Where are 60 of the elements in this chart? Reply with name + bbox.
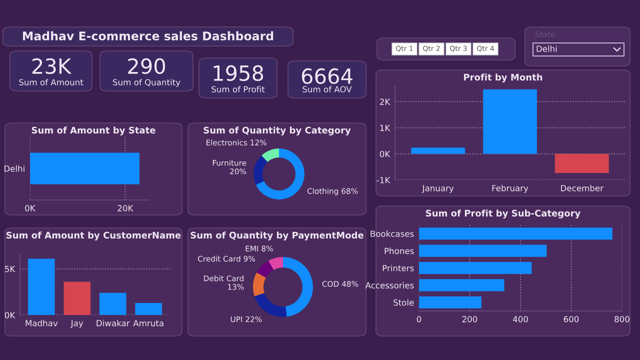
donut-slice <box>253 272 266 296</box>
x-tick-label: Madhav <box>26 320 58 326</box>
bar <box>135 303 162 315</box>
y-tick-label: 1K <box>380 124 390 131</box>
y-tick-label: Bookcases <box>370 230 414 237</box>
y-tick-label: 0K <box>380 150 390 158</box>
text: Sum of Amount <box>19 78 84 86</box>
text: Sum of Quantity <box>113 78 180 88</box>
bar <box>411 148 466 154</box>
donut-slice <box>262 148 279 162</box>
chart-title: Sum of Amount by State <box>32 126 156 136</box>
x-tick-label: Diwakar <box>96 320 130 326</box>
donut-slice <box>283 257 313 317</box>
x-tick-label: 0 <box>416 316 422 322</box>
text: Madhav E-commerce sales Dashboard <box>23 31 274 40</box>
y-tick-label: Phones <box>384 248 414 254</box>
chart-title: Sum of Amount by CustomerName <box>6 232 181 240</box>
x-tick-label: February <box>492 184 528 193</box>
x-tick-label: December <box>561 184 604 192</box>
text: Delhi <box>536 45 557 52</box>
bar <box>483 89 537 154</box>
y-tick-label: Accessories <box>365 282 414 288</box>
text: 23K <box>32 58 72 74</box>
x-tick-label: 200 <box>462 316 478 322</box>
x-tick-label: 400 <box>512 316 528 322</box>
bar <box>64 282 91 315</box>
x-tick-label: 600 <box>564 316 579 322</box>
text: 6664 <box>302 68 352 84</box>
chart-title: Sum of Profit by Sub-Category <box>426 210 580 218</box>
bar <box>28 258 55 315</box>
y-tick-label: Delhi <box>4 165 24 172</box>
text: 1958 <box>214 65 264 82</box>
x-tick-label: Jay <box>70 320 84 328</box>
x-tick-label: Amruta <box>133 320 164 326</box>
bar <box>419 244 547 257</box>
chart-title: Sum of Quantity by PaymentMode <box>190 232 364 240</box>
y-tick-label: -1K <box>376 177 390 184</box>
x-tick-label: 800 <box>614 316 630 322</box>
chart-title: Sum of Quantity by Category <box>204 126 351 136</box>
bar <box>419 228 612 240</box>
text: Sum of Profit <box>212 86 265 92</box>
bar <box>554 154 609 173</box>
donut-slice <box>256 260 274 278</box>
bar <box>419 262 532 274</box>
text: Sum of AOV <box>302 86 352 92</box>
x-tick-label: January <box>422 185 454 193</box>
y-tick-label: 5K <box>5 266 16 272</box>
donut-slice <box>254 155 268 185</box>
y-tick-label: Stole <box>394 299 414 306</box>
donut-slice <box>256 148 304 200</box>
y-tick-label: 2K <box>380 98 390 105</box>
bar <box>419 296 482 308</box>
bar <box>99 292 126 315</box>
bar <box>419 279 504 292</box>
x-tick-label: 20K <box>118 205 134 212</box>
chart-title: Profit by Month <box>464 74 542 82</box>
y-tick-label: Printers <box>382 264 414 272</box>
donut-slice <box>268 257 283 270</box>
donut-slice <box>254 293 287 317</box>
text: 290 <box>128 58 165 74</box>
